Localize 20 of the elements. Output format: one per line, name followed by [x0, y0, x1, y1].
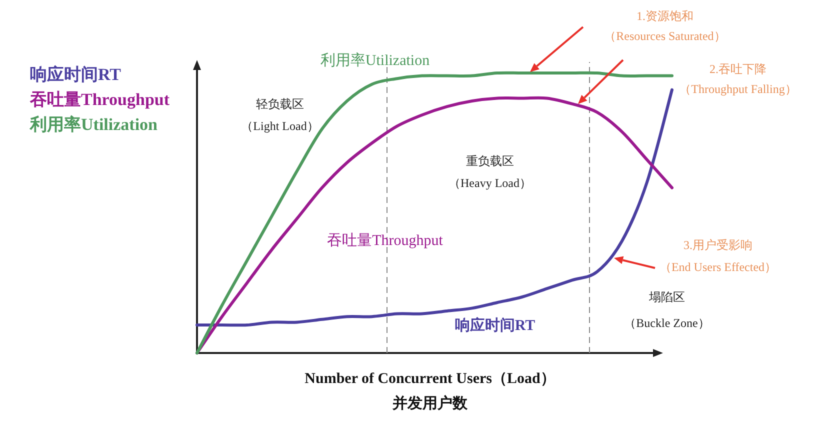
annotation: 3.用户受影响 [684, 238, 752, 252]
annotation: （Throughput Falling） [679, 82, 797, 96]
annotation: （Heavy Load） [448, 176, 532, 190]
text: 吞吐量Throughput [327, 232, 444, 249]
annotation: （Light Load） [241, 119, 319, 133]
text: 2.吞吐下降 [710, 62, 766, 76]
series-label: 利用率Utilization [320, 52, 430, 69]
annotation: （End Users Effected） [659, 260, 777, 274]
annotation: 重负载区 [466, 154, 514, 168]
text: 吞吐量Throughput [30, 90, 170, 109]
text: 响应时间RT [30, 65, 122, 84]
text: （Resources Saturated） [604, 29, 726, 43]
annotation: 塌陷区 [648, 290, 685, 304]
text: 利用率Utilization [30, 115, 158, 134]
text: 并发用户数 [392, 394, 468, 412]
series-label: 响应时间RT [454, 316, 536, 334]
x-axis-title: Number of Concurrent Users（Load） [304, 371, 556, 387]
annotation: （Buckle Zone） [624, 316, 710, 330]
annotation: 轻负载区 [256, 97, 304, 111]
text: 1.资源饱和 [636, 9, 694, 23]
